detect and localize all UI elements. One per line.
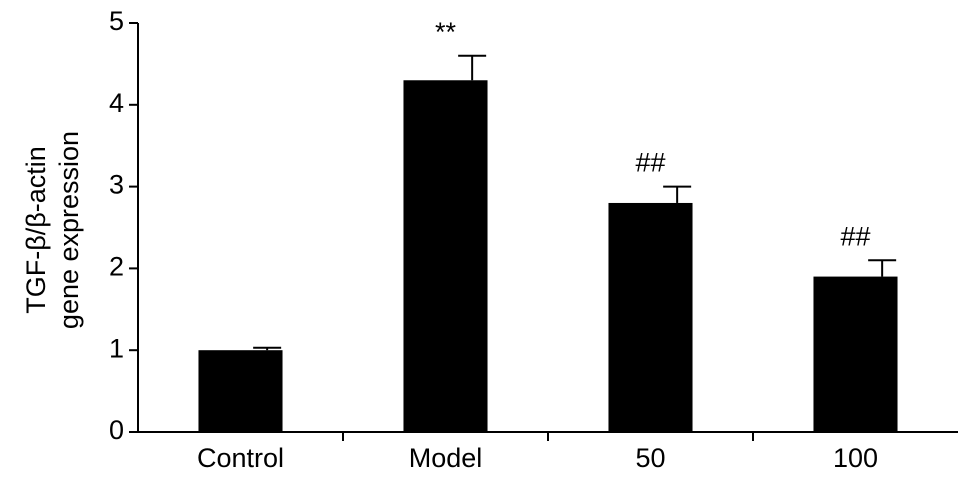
x-tick-label: 100	[833, 443, 878, 473]
annotation: ##	[840, 221, 870, 251]
x-tick-label: Control	[197, 443, 284, 473]
y-axis-label-line: TGF-β/β-actin	[21, 146, 51, 314]
y-tick-label: 2	[109, 252, 124, 282]
x-tick-label: Model	[409, 443, 483, 473]
bar	[403, 80, 488, 432]
y-tick-label: 5	[109, 6, 124, 36]
y-axis-label-line: gene expression	[54, 131, 84, 329]
y-tick-label: 1	[109, 333, 124, 363]
x-tick-label: 50	[635, 443, 665, 473]
annotation: ##	[635, 148, 665, 178]
bar	[813, 276, 898, 432]
bar	[608, 202, 693, 432]
y-tick-label: 0	[109, 415, 124, 445]
bar	[198, 350, 283, 432]
annotation: **	[435, 17, 457, 47]
y-tick-label: 4	[109, 88, 124, 118]
y-axis-label: TGF-β/β-actin gene expression	[21, 131, 84, 329]
y-tick-label: 3	[109, 170, 124, 200]
